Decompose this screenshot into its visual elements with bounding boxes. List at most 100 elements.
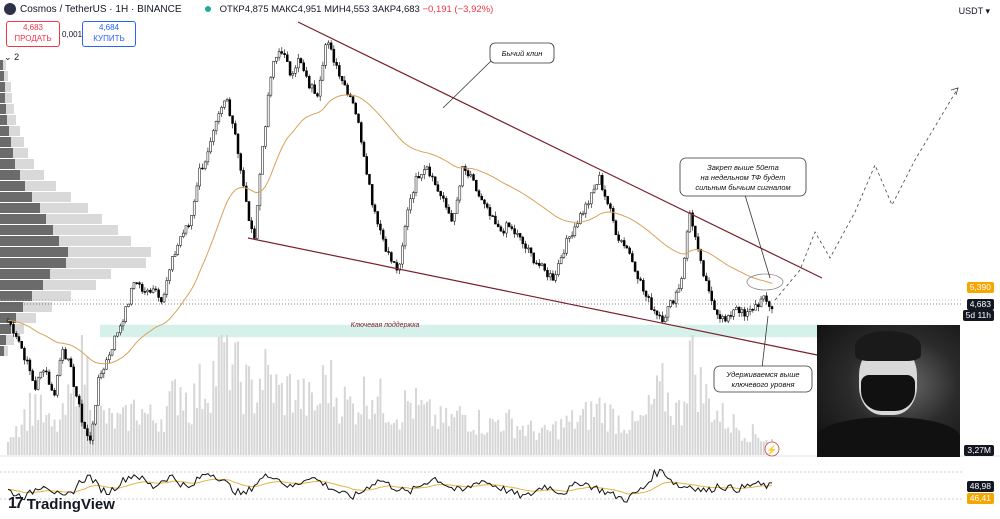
- volume-bar: [757, 437, 760, 455]
- hold-callout-pointer: [761, 315, 769, 369]
- volume-bar: [83, 384, 86, 455]
- volume-profile-bar-sell: [11, 137, 24, 147]
- volume-bar: [675, 402, 678, 455]
- candle-down: [472, 174, 475, 181]
- volume-bar: [283, 415, 286, 455]
- volume-bar: [34, 394, 37, 455]
- candle-up: [258, 173, 262, 206]
- lightning-icon[interactable]: ⚡: [766, 444, 777, 456]
- volume-profile-bar: [0, 258, 66, 268]
- candle-up: [162, 294, 166, 303]
- volume-bar: [111, 413, 114, 455]
- wedge-lower-line[interactable]: [247, 237, 823, 357]
- candle-up: [732, 309, 735, 317]
- candle-up: [39, 371, 43, 379]
- volume-bar: [231, 364, 234, 455]
- volume-bar: [631, 410, 634, 455]
- candle-up: [91, 423, 95, 441]
- volume-bar: [132, 399, 135, 455]
- buy-button[interactable]: 4,684 КУПИТЬ: [82, 21, 136, 47]
- candle-up: [455, 199, 459, 214]
- volume-bar: [521, 425, 524, 455]
- candle-down: [368, 174, 371, 185]
- volume-bar: [409, 402, 412, 455]
- volume-bar: [201, 408, 204, 455]
- volume-bar: [135, 420, 138, 455]
- currency-selector[interactable]: USDT ▾: [959, 6, 990, 17]
- volume-bar: [357, 412, 360, 455]
- candle-down: [724, 316, 727, 322]
- candle-up: [669, 300, 672, 307]
- candle-up: [99, 373, 103, 378]
- candle-down: [729, 315, 733, 317]
- candle-down: [302, 62, 305, 71]
- candle-down: [428, 166, 431, 177]
- volume-bar: [530, 420, 533, 455]
- candle-down: [696, 236, 700, 250]
- volume-bar: [732, 414, 735, 455]
- sell-button[interactable]: 4,683 ПРОДАТЬ: [6, 21, 60, 47]
- volume-bar: [212, 360, 215, 455]
- candle-up: [598, 175, 601, 185]
- ohlc-high: МАКС4,951: [271, 4, 322, 15]
- lightning-icon-bg[interactable]: [764, 441, 780, 457]
- candle-down: [743, 309, 746, 317]
- candle-down: [86, 428, 89, 437]
- candle-down: [135, 282, 138, 284]
- volume-bar: [379, 378, 382, 455]
- volume-bar: [508, 409, 511, 455]
- candle-down: [370, 184, 374, 206]
- volume-profile-bar: [0, 291, 32, 301]
- projection-path[interactable]: [774, 87, 959, 301]
- volume-bar: [371, 399, 374, 455]
- candle-up: [110, 349, 114, 356]
- candle-up: [214, 121, 218, 132]
- candle-down: [631, 253, 634, 263]
- volume-bar: [239, 381, 242, 455]
- volume-bars: [7, 335, 773, 455]
- candle-down: [614, 220, 618, 236]
- volume-bar: [187, 422, 190, 455]
- volume-profile-bar-sell: [5, 82, 11, 92]
- ohlc-change: −0,191 (−3,92%): [422, 4, 494, 15]
- candle-down: [236, 133, 240, 154]
- photo-mask: [861, 375, 915, 411]
- volume-profile-bar: [0, 225, 53, 235]
- volume-bar: [549, 431, 552, 455]
- candle-down: [518, 233, 522, 238]
- volume-bar: [686, 403, 689, 455]
- volume-profile-bar-sell: [7, 115, 16, 125]
- volume-profile-bar-sell: [11, 324, 24, 334]
- volume-bar: [376, 396, 379, 455]
- symbol-header[interactable]: Cosmos / TetherUS · 1H · BINANCE: [4, 3, 182, 15]
- volume-bar: [165, 406, 168, 455]
- candle-up: [412, 192, 415, 199]
- candle-up: [516, 233, 519, 235]
- candle-up: [324, 44, 327, 66]
- candle-up: [581, 212, 585, 215]
- candle-up: [568, 236, 571, 239]
- volume-bar: [571, 410, 574, 455]
- wedge-upper-line[interactable]: [297, 21, 823, 279]
- candle-down: [535, 262, 538, 265]
- volume-bar: [302, 378, 305, 455]
- volume-bar: [146, 414, 149, 455]
- volume-bar: [721, 402, 724, 455]
- candle-down: [642, 280, 645, 292]
- candle-up: [255, 205, 259, 239]
- ema-callout-line-2: на недельном ТФ будет: [700, 173, 785, 182]
- candle-up: [261, 146, 264, 175]
- volume-bar: [554, 421, 557, 455]
- volume-profile-bar: [0, 137, 11, 147]
- candle-up: [66, 358, 70, 361]
- tradingview-logo[interactable]: 17 TradingView: [8, 495, 115, 513]
- candle-down: [770, 306, 774, 310]
- candle-down: [647, 296, 651, 298]
- candle-down: [655, 310, 659, 316]
- candle-up: [403, 226, 407, 247]
- candle-down: [31, 370, 34, 381]
- candle-down: [765, 295, 768, 302]
- candle-up: [212, 130, 215, 142]
- indicators-toggle[interactable]: ⌄ 2: [4, 52, 19, 63]
